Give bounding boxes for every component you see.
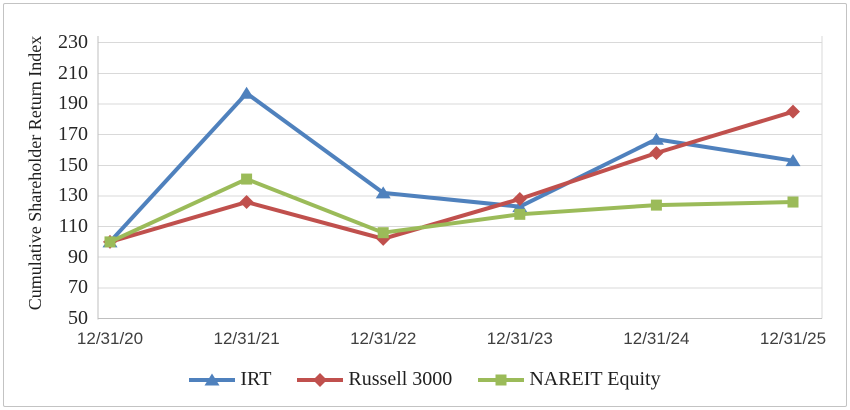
y-tick-label: 150 [58, 153, 88, 176]
square-marker-icon [495, 374, 507, 385]
diamond-marker-icon [786, 104, 800, 119]
y-tick-label: 90 [68, 245, 88, 268]
gridlines [98, 42, 822, 289]
triangle-marker-icon [375, 186, 391, 199]
legend-square-line-icon [478, 374, 525, 385]
legend-item-nareit-equity: NAREIT Equity [478, 368, 661, 391]
legend-item-irt: IRT [189, 368, 271, 391]
series-russell-3000 [103, 104, 800, 249]
series-nareit-equity [104, 173, 799, 248]
y-axis-title: Cumulative Shareholder Return Index [25, 35, 45, 311]
square-marker-icon [377, 227, 389, 239]
x-axis-label: 12/31/21 [213, 329, 280, 348]
y-tick-label: 110 [58, 215, 88, 238]
legend-triangle-line-icon [189, 373, 236, 385]
legend-diamond-line-icon [297, 372, 344, 387]
y-tick-label: 190 [58, 92, 88, 115]
legend-label: NAREIT Equity [529, 368, 661, 390]
series-line [108, 109, 795, 244]
x-axis-label: 12/31/24 [623, 329, 690, 348]
square-marker-icon [241, 173, 253, 185]
x-axis-label: 12/31/23 [486, 329, 553, 348]
y-tick-label: 70 [68, 276, 88, 299]
triangle-marker-icon [204, 373, 220, 385]
y-tick-label: 230 [58, 31, 88, 54]
y-tick-label: 210 [58, 61, 88, 84]
chart-legend: IRT Russell 3000 NAREIT Equity [0, 368, 850, 391]
legend-item-russell-3000: Russell 3000 [297, 368, 452, 391]
diamond-marker-icon [313, 372, 328, 387]
diamond-marker-icon [649, 146, 664, 161]
square-marker-icon [787, 196, 799, 208]
y-tick-label: 170 [58, 123, 88, 146]
diamond-marker-icon [239, 195, 254, 210]
triangle-marker-icon [785, 154, 801, 167]
square-marker-icon [514, 208, 526, 220]
diamond-marker-icon [512, 191, 527, 206]
square-marker-icon [650, 199, 662, 211]
series-line [108, 91, 795, 244]
y-tick-label: 50 [68, 307, 88, 329]
y-tick-label: 130 [58, 184, 88, 207]
triangle-marker-icon [648, 132, 664, 145]
x-axis-label: 12/31/20 [76, 329, 144, 348]
square-marker-icon [104, 236, 116, 248]
x-axis-label: 12/31/25 [759, 329, 827, 348]
axes [97, 36, 823, 320]
legend-label: Russell 3000 [348, 368, 453, 390]
x-axis-label: 12/31/22 [350, 329, 417, 348]
legend-label: IRT [240, 368, 272, 390]
triangle-marker-icon [239, 86, 255, 99]
series-line [108, 177, 795, 244]
